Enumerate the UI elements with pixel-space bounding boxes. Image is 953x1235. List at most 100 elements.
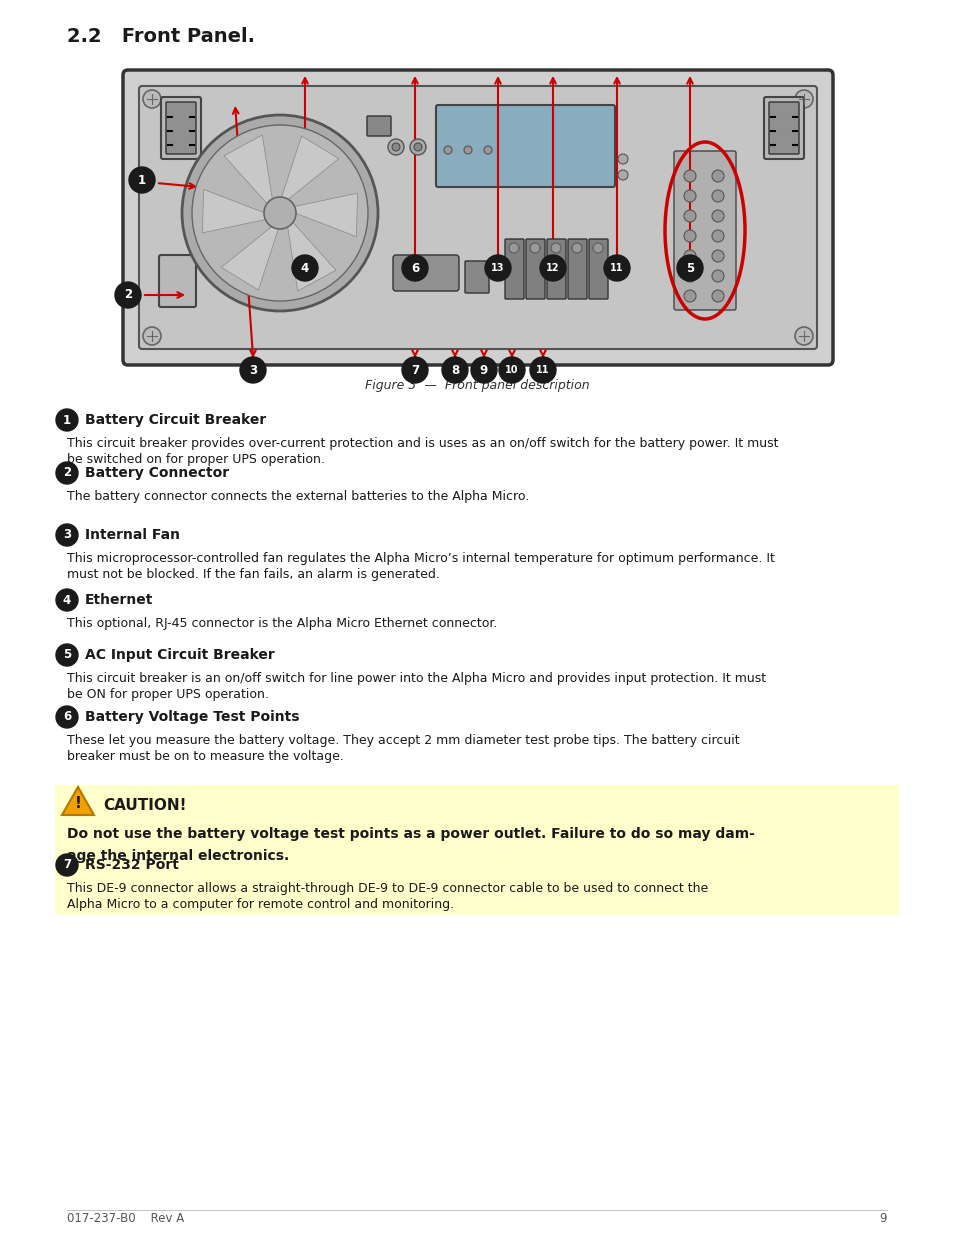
- Circle shape: [618, 154, 627, 164]
- Circle shape: [711, 190, 723, 203]
- Circle shape: [143, 90, 161, 107]
- FancyBboxPatch shape: [393, 254, 458, 291]
- Polygon shape: [221, 226, 278, 290]
- FancyBboxPatch shape: [673, 151, 735, 310]
- Circle shape: [711, 170, 723, 182]
- Circle shape: [551, 243, 560, 253]
- Text: 9: 9: [479, 363, 488, 377]
- Text: Alpha Micro to a computer for remote control and monitoring.: Alpha Micro to a computer for remote con…: [67, 898, 454, 911]
- FancyBboxPatch shape: [159, 254, 195, 308]
- FancyBboxPatch shape: [123, 70, 832, 366]
- Text: 7: 7: [411, 363, 418, 377]
- Circle shape: [683, 170, 696, 182]
- Text: 017-237-B0    Rev A: 017-237-B0 Rev A: [67, 1212, 184, 1224]
- Circle shape: [240, 357, 266, 383]
- FancyBboxPatch shape: [55, 785, 898, 915]
- Text: This DE-9 connector allows a straight-through DE-9 to DE-9 connector cable to be: This DE-9 connector allows a straight-th…: [67, 882, 707, 895]
- Text: 4: 4: [63, 594, 71, 606]
- FancyBboxPatch shape: [546, 240, 565, 299]
- Text: 10: 10: [505, 366, 518, 375]
- Circle shape: [618, 170, 627, 180]
- Circle shape: [683, 249, 696, 262]
- Text: This optional, RJ-45 connector is the Alpha Micro Ethernet connector.: This optional, RJ-45 connector is the Al…: [67, 618, 497, 630]
- Polygon shape: [62, 787, 94, 815]
- Text: 12: 12: [546, 263, 559, 273]
- Circle shape: [683, 270, 696, 282]
- Circle shape: [401, 254, 428, 282]
- Circle shape: [530, 357, 556, 383]
- Circle shape: [414, 143, 421, 151]
- Text: AC Input Circuit Breaker: AC Input Circuit Breaker: [85, 648, 274, 662]
- Circle shape: [539, 254, 565, 282]
- Circle shape: [388, 140, 403, 156]
- Text: 1: 1: [138, 173, 146, 186]
- Circle shape: [711, 230, 723, 242]
- FancyBboxPatch shape: [464, 261, 489, 293]
- Circle shape: [572, 243, 581, 253]
- Text: 13: 13: [491, 263, 504, 273]
- Text: This circuit breaker is an on/off switch for line power into the Alpha Micro and: This circuit breaker is an on/off switch…: [67, 672, 765, 685]
- FancyBboxPatch shape: [367, 116, 391, 136]
- Circle shape: [683, 230, 696, 242]
- Circle shape: [484, 254, 511, 282]
- Text: These let you measure the battery voltage. They accept 2 mm diameter test probe : These let you measure the battery voltag…: [67, 734, 739, 747]
- FancyBboxPatch shape: [525, 240, 544, 299]
- Text: The battery connector connects the external batteries to the Alpha Micro.: The battery connector connects the exter…: [67, 490, 529, 503]
- Circle shape: [56, 462, 78, 484]
- Text: 2: 2: [63, 467, 71, 479]
- FancyBboxPatch shape: [166, 103, 195, 154]
- Circle shape: [711, 290, 723, 303]
- Circle shape: [56, 409, 78, 431]
- Text: 6: 6: [411, 262, 418, 274]
- Text: 1: 1: [63, 414, 71, 426]
- Text: breaker must be on to measure the voltage.: breaker must be on to measure the voltag…: [67, 750, 343, 763]
- Circle shape: [56, 853, 78, 876]
- Circle shape: [410, 140, 426, 156]
- Text: 11: 11: [536, 366, 549, 375]
- Polygon shape: [224, 135, 273, 205]
- Circle shape: [463, 146, 472, 154]
- Text: be ON for proper UPS operation.: be ON for proper UPS operation.: [67, 688, 269, 701]
- FancyBboxPatch shape: [567, 240, 586, 299]
- Text: 8: 8: [451, 363, 458, 377]
- Circle shape: [56, 589, 78, 611]
- Text: Battery Connector: Battery Connector: [85, 466, 229, 480]
- Circle shape: [129, 167, 154, 193]
- Circle shape: [603, 254, 629, 282]
- Text: Do not use the battery voltage test points as a power outlet. Failure to do so m: Do not use the battery voltage test poin…: [67, 827, 754, 841]
- Circle shape: [56, 706, 78, 727]
- Polygon shape: [287, 221, 335, 291]
- Polygon shape: [294, 193, 357, 237]
- Circle shape: [115, 282, 141, 308]
- Text: 2.2   Front Panel.: 2.2 Front Panel.: [67, 27, 254, 47]
- Circle shape: [143, 327, 161, 345]
- Circle shape: [443, 146, 452, 154]
- Text: RS-232 Port: RS-232 Port: [85, 858, 179, 872]
- Polygon shape: [202, 189, 266, 232]
- Text: be switched on for proper UPS operation.: be switched on for proper UPS operation.: [67, 453, 325, 466]
- Circle shape: [498, 357, 524, 383]
- Circle shape: [264, 198, 295, 228]
- Circle shape: [392, 143, 399, 151]
- Circle shape: [192, 125, 368, 301]
- Circle shape: [530, 243, 539, 253]
- Text: age the internal electronics.: age the internal electronics.: [67, 848, 289, 863]
- FancyBboxPatch shape: [768, 103, 799, 154]
- Text: Internal Fan: Internal Fan: [85, 529, 180, 542]
- Circle shape: [593, 243, 602, 253]
- FancyBboxPatch shape: [436, 105, 615, 186]
- Circle shape: [794, 327, 812, 345]
- Text: This circuit breaker provides over-current protection and is uses as an on/off s: This circuit breaker provides over-curre…: [67, 437, 778, 450]
- FancyBboxPatch shape: [588, 240, 607, 299]
- FancyBboxPatch shape: [763, 98, 803, 159]
- Text: 5: 5: [685, 262, 694, 274]
- Text: 3: 3: [63, 529, 71, 541]
- Circle shape: [711, 270, 723, 282]
- Text: 5: 5: [63, 648, 71, 662]
- Text: 2: 2: [124, 289, 132, 301]
- FancyBboxPatch shape: [504, 240, 523, 299]
- Circle shape: [56, 524, 78, 546]
- Text: must not be blocked. If the fan fails, an alarm is generated.: must not be blocked. If the fan fails, a…: [67, 568, 439, 580]
- Circle shape: [401, 357, 428, 383]
- Circle shape: [683, 210, 696, 222]
